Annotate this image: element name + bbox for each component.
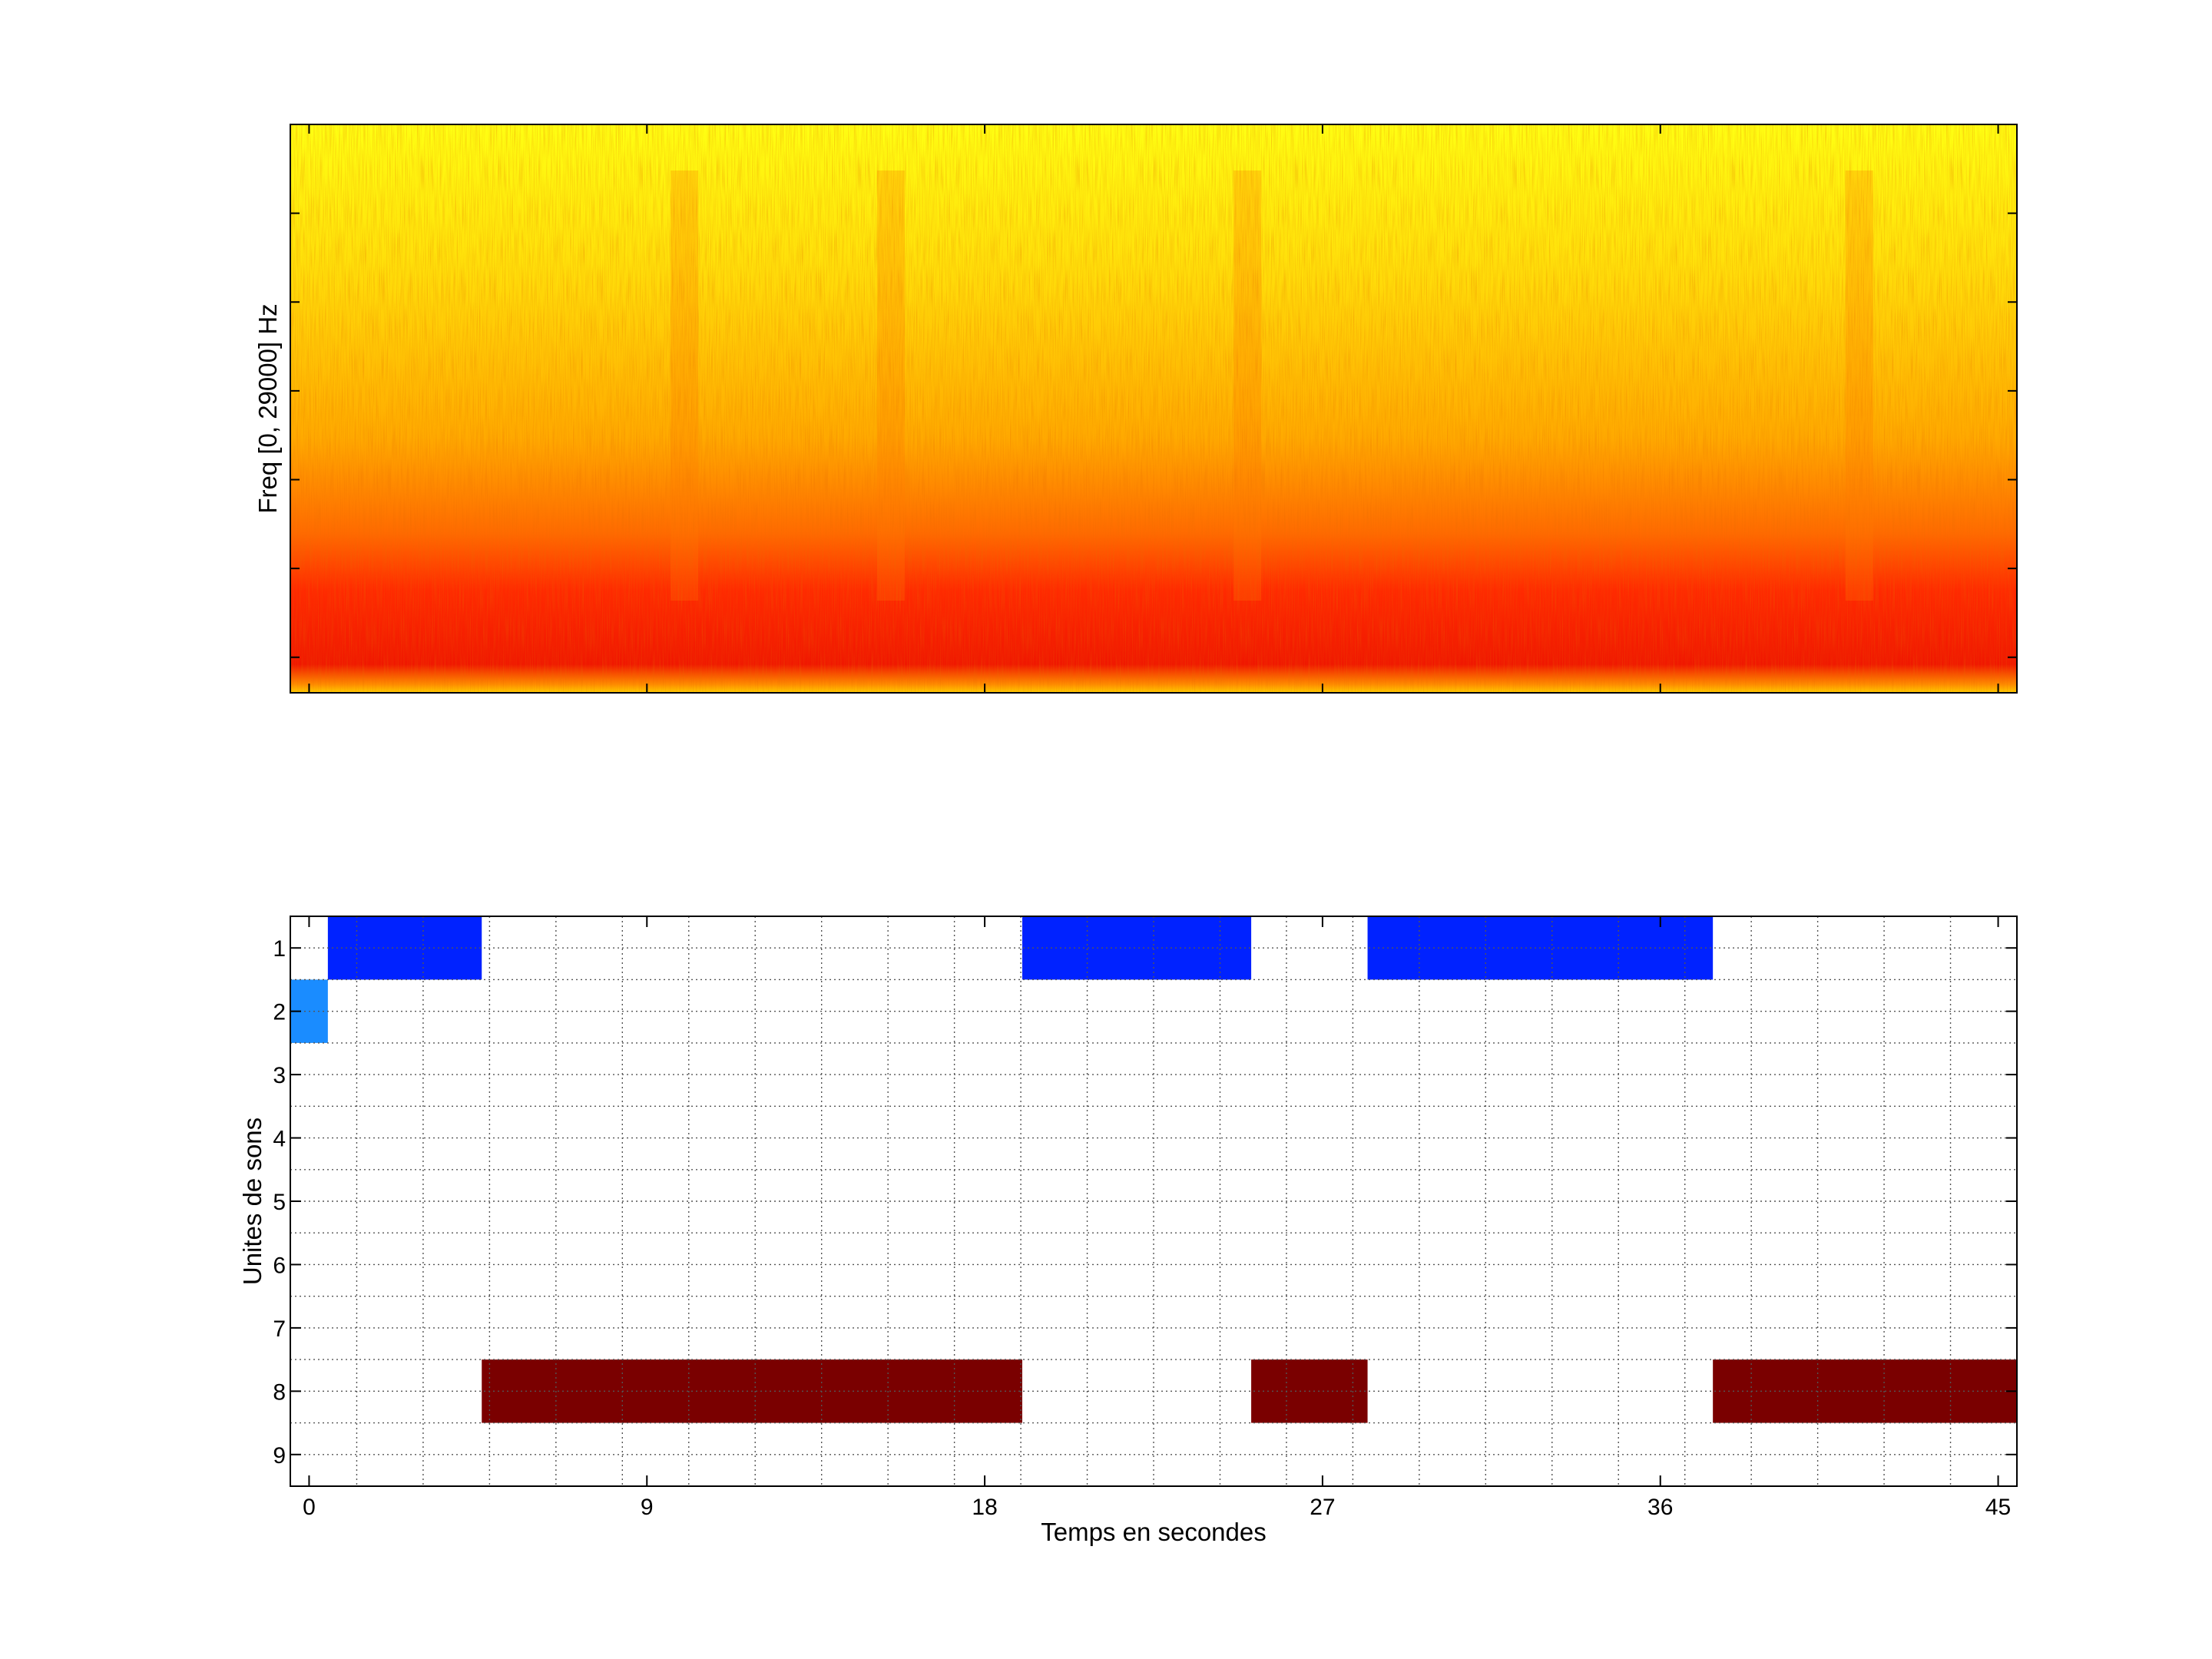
spectrogram-noise bbox=[290, 124, 2017, 693]
segment-bar-unit-8-6 bbox=[1713, 1359, 2017, 1423]
y-tick-label: 3 bbox=[273, 1063, 286, 1088]
y-axis-label: Unites de sons bbox=[238, 1118, 267, 1285]
spectrogram-y-axis-label: Freq [0, 29000] Hz bbox=[253, 303, 282, 513]
y-tick-label: 7 bbox=[273, 1316, 286, 1342]
y-tick-label: 1 bbox=[273, 936, 286, 962]
y-tick-label: 9 bbox=[273, 1443, 286, 1469]
x-tick-labels: 0 9 18 27 36 45 bbox=[303, 1495, 2011, 1520]
x-tick-label: 0 bbox=[303, 1495, 316, 1520]
y-tick-labels: 1 2 3 4 5 6 7 8 9 bbox=[273, 936, 286, 1469]
spectrogram-panel: Freq [0, 29000] Hz bbox=[253, 124, 2018, 694]
y-tick-label: 4 bbox=[273, 1127, 286, 1152]
segments-grid bbox=[290, 916, 2017, 1486]
x-tick-label: 27 bbox=[1310, 1495, 1335, 1520]
y-tick-label: 5 bbox=[273, 1190, 286, 1215]
x-tick-label: 36 bbox=[1647, 1495, 1673, 1520]
y-tick-label: 2 bbox=[273, 1000, 286, 1025]
y-tick-label: 6 bbox=[273, 1253, 286, 1278]
segments-ticks bbox=[290, 916, 2017, 1486]
spectrogram-frame bbox=[290, 124, 2018, 694]
x-tick-label: 9 bbox=[641, 1495, 654, 1520]
y-tick-label: 8 bbox=[273, 1379, 286, 1405]
x-axis-label: Temps en secondes bbox=[1041, 1518, 1267, 1546]
segment-bar-unit-1-1 bbox=[327, 916, 482, 980]
x-tick-label: 18 bbox=[972, 1495, 997, 1520]
spectrogram-ticks bbox=[290, 124, 2017, 693]
x-tick-label: 45 bbox=[1985, 1495, 2011, 1520]
segments-frame bbox=[290, 916, 2018, 1487]
